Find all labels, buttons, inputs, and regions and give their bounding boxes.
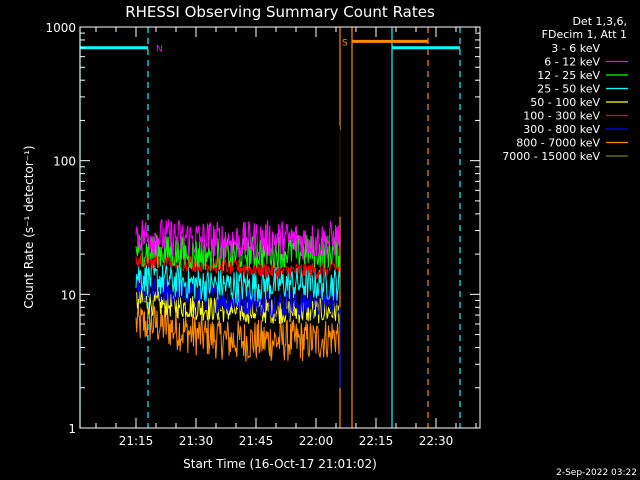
- x-tick-label: 21:30: [179, 434, 214, 448]
- legend-header-line-1: Det 1,3,6,: [572, 15, 627, 28]
- legend-header-line-2: FDecim 1, Att 1: [542, 28, 627, 41]
- legend-label: 800 - 7000 keV: [516, 137, 600, 150]
- series-line-300-800keV: [135, 273, 340, 320]
- date-stamp: 2-Sep-2022 03:22: [556, 468, 637, 478]
- series-line-100-300keV: [135, 252, 341, 280]
- y-tick-label: 1000: [45, 21, 76, 35]
- x-tick-label: 21:45: [239, 434, 274, 448]
- legend-label: 300 - 800 keV: [523, 123, 600, 136]
- legend-label: 12 - 25 keV: [537, 69, 600, 82]
- series-line-25-50keV: [135, 261, 341, 304]
- y-axis: 1 10 100 1000: [45, 21, 480, 436]
- x-tick-label: 22:00: [299, 434, 334, 448]
- y-tick-label: 10: [61, 288, 76, 302]
- legend-label: 100 - 300 keV: [523, 110, 600, 123]
- plot-area: NS: [79, 27, 461, 428]
- y-tick-label: 100: [53, 155, 76, 169]
- x-tick-label: 22:15: [359, 434, 394, 448]
- series-line-3-6keV: [135, 121, 341, 134]
- x-axis: 21:15 21:30 21:45 22:00 22:15 22:30: [95, 27, 477, 448]
- mode-label: S: [342, 38, 348, 48]
- plot-frame: [79, 26, 481, 429]
- y-axis-title: Count Rate (s⁻¹ detector⁻¹): [22, 145, 36, 308]
- chart-title: RHESSI Observing Summary Count Rates: [125, 3, 435, 21]
- y-tick-label: 1: [68, 422, 76, 436]
- legend-label: 3 - 6 keV: [551, 42, 600, 55]
- legend-label: 25 - 50 keV: [537, 83, 600, 96]
- series-line-6-12keV: [135, 218, 341, 260]
- series-line-800-7000keV: [135, 302, 341, 362]
- x-axis-title: Start Time (16-Oct-17 21:01:02): [183, 457, 377, 471]
- x-tick-label: 21:15: [119, 434, 154, 448]
- x-tick-label: 22:30: [419, 434, 454, 448]
- legend-label: 6 - 12 keV: [544, 56, 600, 69]
- legend-label: 7000 - 15000 keV: [502, 150, 600, 163]
- mode-label: N: [156, 45, 163, 55]
- legend-label: 50 - 100 keV: [530, 96, 600, 109]
